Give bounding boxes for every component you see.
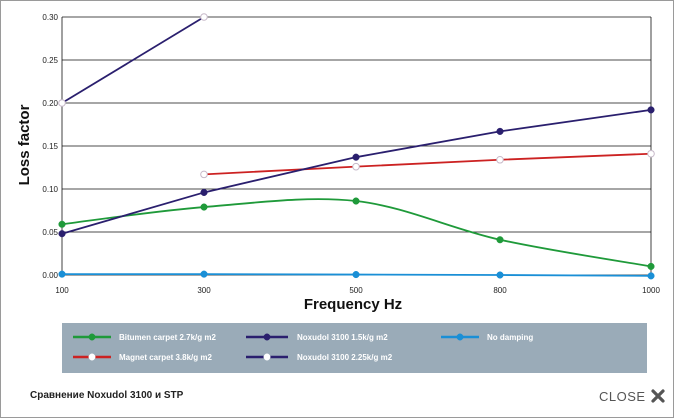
data-point: [647, 262, 655, 270]
data-point: [200, 188, 208, 196]
data-point: [496, 271, 504, 279]
y-tick-label: 0.20: [42, 99, 58, 108]
y-tick-label: 0.30: [42, 13, 58, 22]
y-tick-label: 0.25: [42, 56, 58, 65]
data-point: [58, 220, 66, 228]
close-icon: [650, 388, 666, 404]
series-line-3: [61, 108, 652, 235]
data-point: [58, 99, 66, 107]
data-point: [200, 270, 208, 278]
legend-swatch-marker: [88, 353, 96, 361]
x-tick-label: 100: [55, 286, 69, 295]
legend-label: Bitumen carpet 2.7k/g m2: [119, 333, 216, 342]
close-button[interactable]: CLOSE: [599, 388, 666, 404]
y-tick-label: 0.15: [42, 142, 58, 151]
data-point: [647, 106, 655, 114]
legend-swatch-marker: [263, 333, 271, 341]
data-point: [352, 271, 360, 279]
y-tick-label: 0.10: [42, 185, 58, 194]
data-point: [200, 170, 208, 179]
data-point: [58, 230, 66, 238]
data-point: [496, 127, 504, 135]
legend-label: Noxudol 3100 1.5k/g m2: [297, 333, 388, 342]
legend-label: Noxudol 3100 2.25k/g m2: [297, 353, 393, 362]
data-point: [352, 197, 360, 205]
series-line-1: [61, 198, 652, 268]
x-tick-label: 300: [197, 286, 211, 295]
axis-ticks: 0.00 0.05 0.10 0.15 0.20 0.25 0.30 100 300 500 800…: [42, 13, 660, 295]
data-point: [647, 149, 655, 158]
series-line-4: [61, 16, 205, 104]
x-tick-label: 800: [493, 286, 507, 295]
caption: Сравнение Noxudol 3100 и STP: [30, 390, 184, 401]
data-point: [200, 203, 208, 211]
series-lines: [58, 13, 655, 280]
data-point: [58, 270, 66, 278]
y-tick-label: 0.00: [42, 271, 58, 280]
legend-swatch-marker: [88, 333, 96, 341]
data-point: [352, 153, 360, 161]
y-tick-label: 0.05: [42, 228, 58, 237]
legend-swatch-marker: [263, 353, 271, 361]
legend: Bitumen carpet 2.7k/g m2 Magnet carpet 3.…: [73, 333, 533, 362]
x-tick-label: 500: [349, 286, 363, 295]
legend-box: [62, 323, 647, 373]
data-point: [200, 13, 208, 21]
x-tick-label: 1000: [642, 286, 660, 295]
legend-swatch-marker: [456, 333, 464, 341]
legend-label: Magnet carpet 3.8k/g m2: [119, 353, 212, 362]
data-point: [647, 272, 655, 280]
legend-label: No damping: [487, 333, 533, 342]
data-point: [496, 236, 504, 244]
grid: [61, 16, 652, 276]
data-point: [352, 162, 360, 171]
y-axis-title: Loss factor: [16, 104, 33, 185]
data-point: [496, 155, 504, 164]
x-axis-title: Frequency Hz: [304, 296, 402, 313]
close-label: CLOSE: [599, 388, 646, 404]
series-line-2: [203, 152, 652, 176]
